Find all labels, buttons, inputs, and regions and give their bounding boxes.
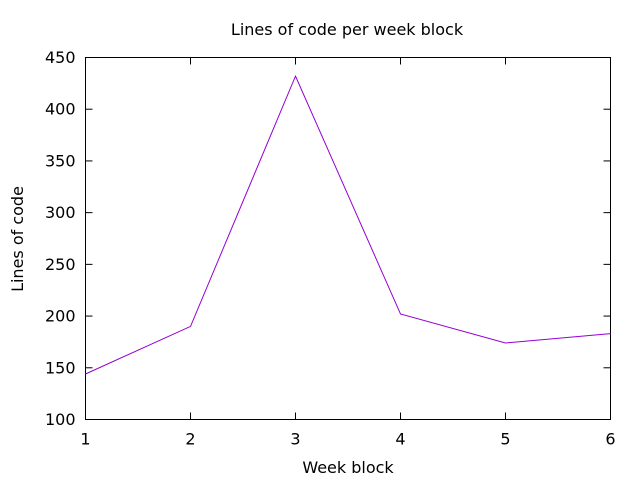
- chart-title: Lines of code per week block: [231, 20, 464, 39]
- x-tick-label: 3: [290, 430, 300, 449]
- y-tick-label: 200: [45, 307, 76, 326]
- x-tick-label: 1: [80, 430, 90, 449]
- y-tick-label: 100: [45, 410, 76, 429]
- x-axis-ticks: 1 2 3 4 5 6: [80, 57, 616, 449]
- x-tick-label: 6: [605, 430, 615, 449]
- y-tick-label: 300: [45, 203, 76, 222]
- plot-border: [85, 57, 611, 420]
- x-tick-label: 5: [500, 430, 510, 449]
- x-tick-label: 4: [395, 430, 405, 449]
- y-tick-label: 350: [45, 151, 76, 170]
- y-tick-label: 250: [45, 255, 76, 274]
- y-tick-label: 400: [45, 100, 76, 119]
- series-layer: [85, 74, 611, 375]
- y-tick-label: 150: [45, 358, 76, 377]
- series-line: [85, 74, 611, 375]
- plot-area: 100 150 200 250 300 350 400 450 1 2 3 4 5 6: [45, 48, 616, 449]
- y-axis-label: Lines of code: [8, 186, 27, 292]
- x-axis-label: Week block: [302, 458, 394, 477]
- x-tick-label: 2: [185, 430, 195, 449]
- y-tick-label: 450: [45, 48, 76, 67]
- y-axis-ticks: 100 150 200 250 300 350 400 450: [45, 48, 611, 429]
